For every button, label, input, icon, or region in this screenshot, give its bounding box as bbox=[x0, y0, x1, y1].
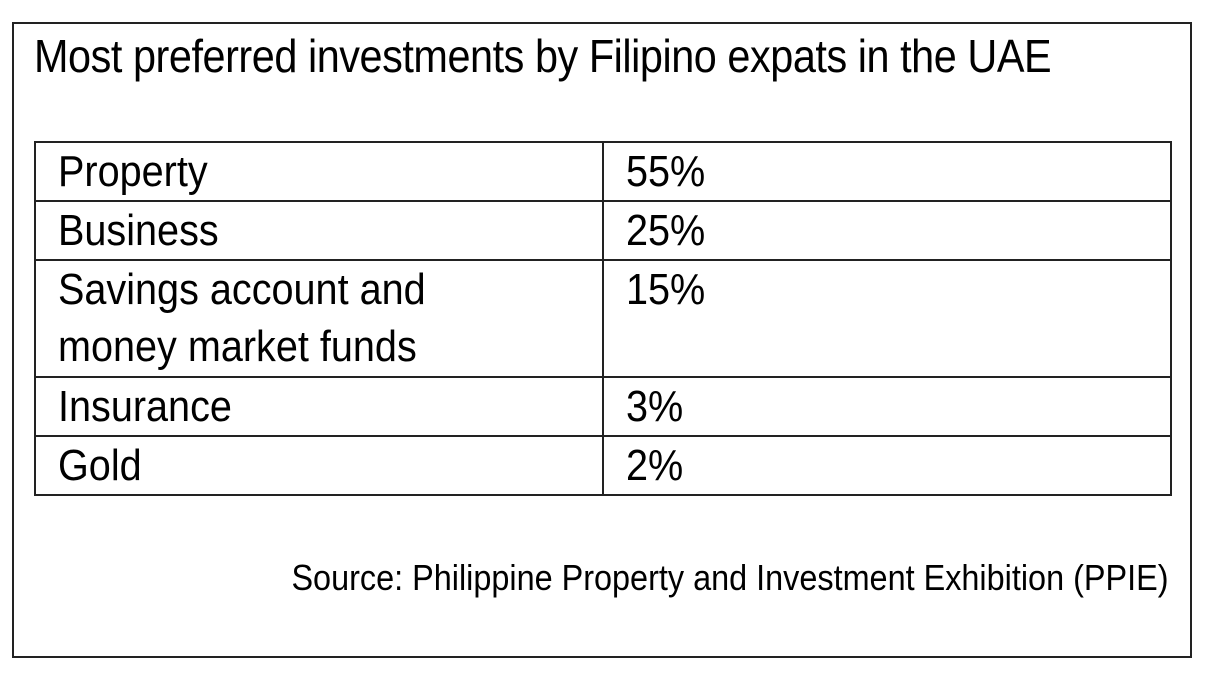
table-row: Insurance 3% bbox=[34, 376, 1172, 437]
table-row: Business 25% bbox=[34, 200, 1172, 261]
percentage-cell: 15% bbox=[602, 259, 1172, 378]
investment-type-label: Gold bbox=[58, 441, 142, 490]
investment-type-label: Property bbox=[58, 147, 208, 196]
percentage-value: 2% bbox=[626, 441, 684, 490]
investment-type-label: Insurance bbox=[58, 382, 232, 431]
percentage-cell: 25% bbox=[602, 200, 1172, 261]
investment-type-label-line-1: Savings account and bbox=[58, 265, 426, 314]
figure-frame bbox=[12, 22, 1192, 658]
investment-type-cell: Gold bbox=[34, 435, 604, 496]
table-row: Property 55% bbox=[34, 141, 1172, 202]
percentage-value: 3% bbox=[626, 382, 684, 431]
investment-type-cell: Insurance bbox=[34, 376, 604, 437]
percentage-cell: 55% bbox=[602, 141, 1172, 202]
investment-type-cell: Business bbox=[34, 200, 604, 261]
source-note: Source: Philippine Property and Investme… bbox=[290, 557, 1168, 598]
percentage-value: 55% bbox=[626, 147, 706, 196]
investment-type-cell: Savings account and money market funds bbox=[34, 259, 604, 378]
percentage-cell: 2% bbox=[602, 435, 1172, 496]
percentage-value: 15% bbox=[626, 265, 706, 314]
investment-type-cell: Property bbox=[34, 141, 604, 202]
investments-table: Property 55% Business 25% Savings accoun… bbox=[34, 141, 1172, 496]
investment-type-label-line-2: money market funds bbox=[58, 322, 417, 371]
table-row: Savings account and money market funds 1… bbox=[34, 259, 1172, 378]
table-row: Gold 2% bbox=[34, 435, 1172, 496]
percentage-value: 25% bbox=[626, 206, 706, 255]
investment-type-label: Business bbox=[58, 206, 219, 255]
figure-title: Most preferred investments by Filipino e… bbox=[34, 30, 1052, 82]
percentage-cell: 3% bbox=[602, 376, 1172, 437]
